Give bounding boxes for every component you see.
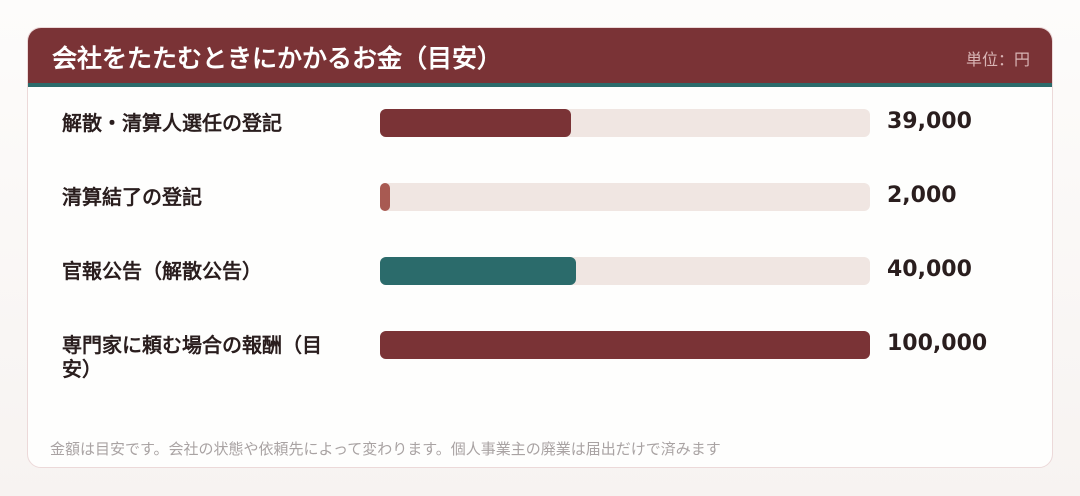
value-label: 100,000 [887,331,988,356]
category-label: 解散・清算人選任の登記 [62,111,282,135]
category-label: 専門家に頼む場合の報酬（目安） [62,333,322,381]
chart-card: 会社をたたむときにかかるお金（目安） 単位：円 解散・清算人選任の登記 39,00… [27,27,1053,468]
value-label: 40,000 [887,257,972,282]
category-label: 官報公告（解散公告） [62,259,262,283]
bar [380,257,576,285]
value-label: 2,000 [887,183,957,208]
bar-track [380,331,870,359]
value-label: 39,000 [887,109,972,134]
bar [380,109,572,137]
bar-track [380,257,870,285]
unit-label: 単位：円 [965,50,1030,69]
header: 会社をたたむときにかかるお金（目安） 単位：円 [28,28,1052,87]
category-label: 清算結了の登記 [62,185,202,209]
bar-track [380,183,870,211]
chart-title: 会社をたたむときにかかるお金（目安） [52,44,503,73]
bar-track [380,109,870,137]
footnote: 金額は目安です。会社の状態や依頼先によって変わります。個人事業主の廃業は届出だけ… [50,440,721,458]
bar [380,183,390,211]
bar [380,331,870,359]
